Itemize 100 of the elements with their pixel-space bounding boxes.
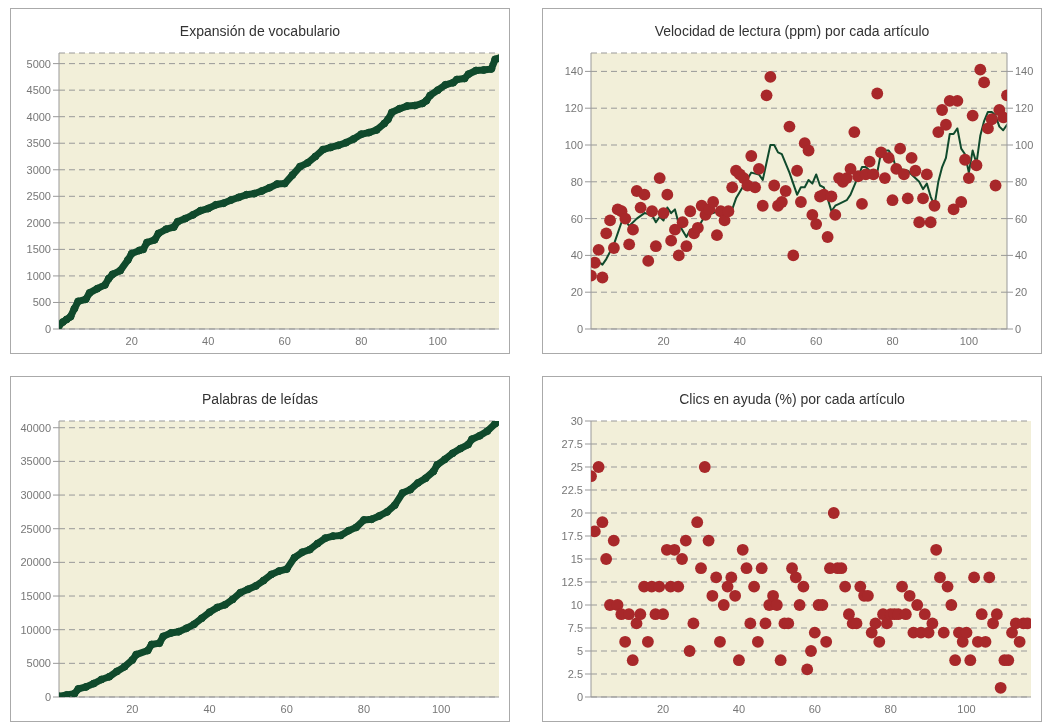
y-tick-label: 0 [576, 322, 583, 335]
y-tick-label: 40000 [20, 421, 51, 434]
y-tick-label: 0 [44, 690, 51, 703]
point [220, 600, 229, 609]
point [475, 431, 484, 440]
x-tick-label: 60 [278, 334, 291, 347]
point [251, 581, 260, 590]
y-tick-label: 140 [564, 65, 583, 78]
point [298, 548, 307, 557]
x-tick-label: 40 [732, 702, 746, 715]
chart-title: Palabras de leídas [201, 390, 319, 409]
y-tick-label: 80 [570, 175, 583, 188]
y-tick-label: 4000 [26, 110, 51, 123]
point [398, 489, 407, 498]
x-tick-label: 60 [810, 334, 823, 347]
y-tick-label: 2500 [26, 190, 51, 203]
x-tick-label: 40 [202, 334, 215, 347]
point [228, 595, 237, 604]
point [182, 624, 191, 633]
y-tick-label: 35000 [20, 455, 51, 468]
point [112, 667, 121, 676]
x-tick-label: 60 [280, 702, 293, 715]
y-tick-label: 20 [570, 286, 583, 299]
point [155, 639, 164, 648]
y-tick-label: 27.5 [561, 437, 583, 450]
y-tick-label: 5000 [26, 657, 51, 670]
y-tick-label: 5 [576, 644, 583, 657]
x-tick-label: 40 [733, 334, 746, 347]
point [421, 474, 430, 483]
y2-tick-label: 40 [1015, 249, 1028, 262]
y2-tick-label: 20 [1015, 286, 1028, 299]
y-tick-label: 10 [570, 598, 583, 611]
point [433, 460, 442, 469]
point [413, 478, 422, 487]
point [464, 440, 473, 449]
point [282, 565, 291, 574]
y-tick-label: 0 [576, 690, 583, 703]
point [448, 449, 457, 458]
y-tick-label: 25000 [20, 522, 51, 535]
point [105, 672, 114, 681]
y-tick-label: 3000 [26, 163, 51, 176]
point [483, 427, 492, 436]
point [440, 455, 449, 464]
point [375, 511, 384, 520]
x-tick-label: 80 [357, 702, 371, 715]
chart-title: Clics en ayuda (%) por cada artículo [679, 391, 905, 407]
y-tick-label: 4500 [26, 84, 51, 97]
y2-tick-label: 140 [1015, 65, 1034, 78]
point [197, 614, 206, 623]
point [456, 444, 465, 453]
chart-title: Velocidad de lectura (ppm) por cada artículo [653, 22, 931, 41]
y-tick-label: 2.5 [567, 667, 583, 680]
point [305, 545, 314, 554]
x-tick-label: 100 [428, 334, 447, 347]
point [267, 570, 276, 579]
point [97, 675, 106, 684]
x-tick-label: 80 [884, 702, 897, 715]
y-tick-label: 10000 [20, 623, 51, 636]
point [82, 682, 91, 691]
point [259, 576, 268, 585]
point [190, 620, 199, 629]
y-tick-label: 120 [564, 102, 583, 115]
y-tick-label: 30 [570, 414, 583, 427]
point [429, 467, 438, 476]
point [74, 684, 83, 693]
x-tick-label: 20 [125, 334, 138, 347]
y2-tick-label: 0 [1015, 322, 1022, 335]
y2-tick-label: 100 [1015, 138, 1034, 151]
point [491, 421, 499, 428]
y-tick-label: 0 [44, 322, 51, 335]
point [344, 526, 353, 535]
x-tick-label: 80 [355, 334, 368, 347]
point [166, 629, 175, 638]
x-tick-label: 80 [886, 334, 899, 347]
point [390, 501, 399, 510]
x-tick-label: 100 [431, 702, 451, 715]
x-tick-label: 100 [957, 702, 976, 715]
chart-title: Expansión de vocabulario [178, 22, 342, 41]
x-tick-label: 20 [657, 334, 670, 347]
point [244, 585, 253, 594]
x-tick-label: 40 [203, 702, 216, 715]
y-tick-label: 20000 [20, 556, 51, 569]
point [205, 608, 214, 617]
y-tick-label: 60 [570, 212, 583, 225]
y-tick-label: 25 [570, 460, 583, 473]
y-tick-label: 15000 [20, 589, 51, 602]
y-tick-label: 17.5 [561, 529, 583, 542]
point [313, 539, 322, 548]
point [321, 534, 330, 543]
point [352, 523, 361, 532]
x-tick-label: 20 [656, 702, 670, 715]
y-tick-label: 30000 [20, 488, 51, 501]
y2-tick-label: 60 [1015, 212, 1028, 225]
y-tick-label: 1000 [26, 269, 51, 282]
point [467, 435, 476, 444]
point [236, 588, 245, 597]
y-tick-label: 3500 [26, 137, 51, 150]
point [62, 690, 71, 697]
point [89, 679, 98, 688]
y-tick-label: 7.5 [567, 621, 583, 634]
